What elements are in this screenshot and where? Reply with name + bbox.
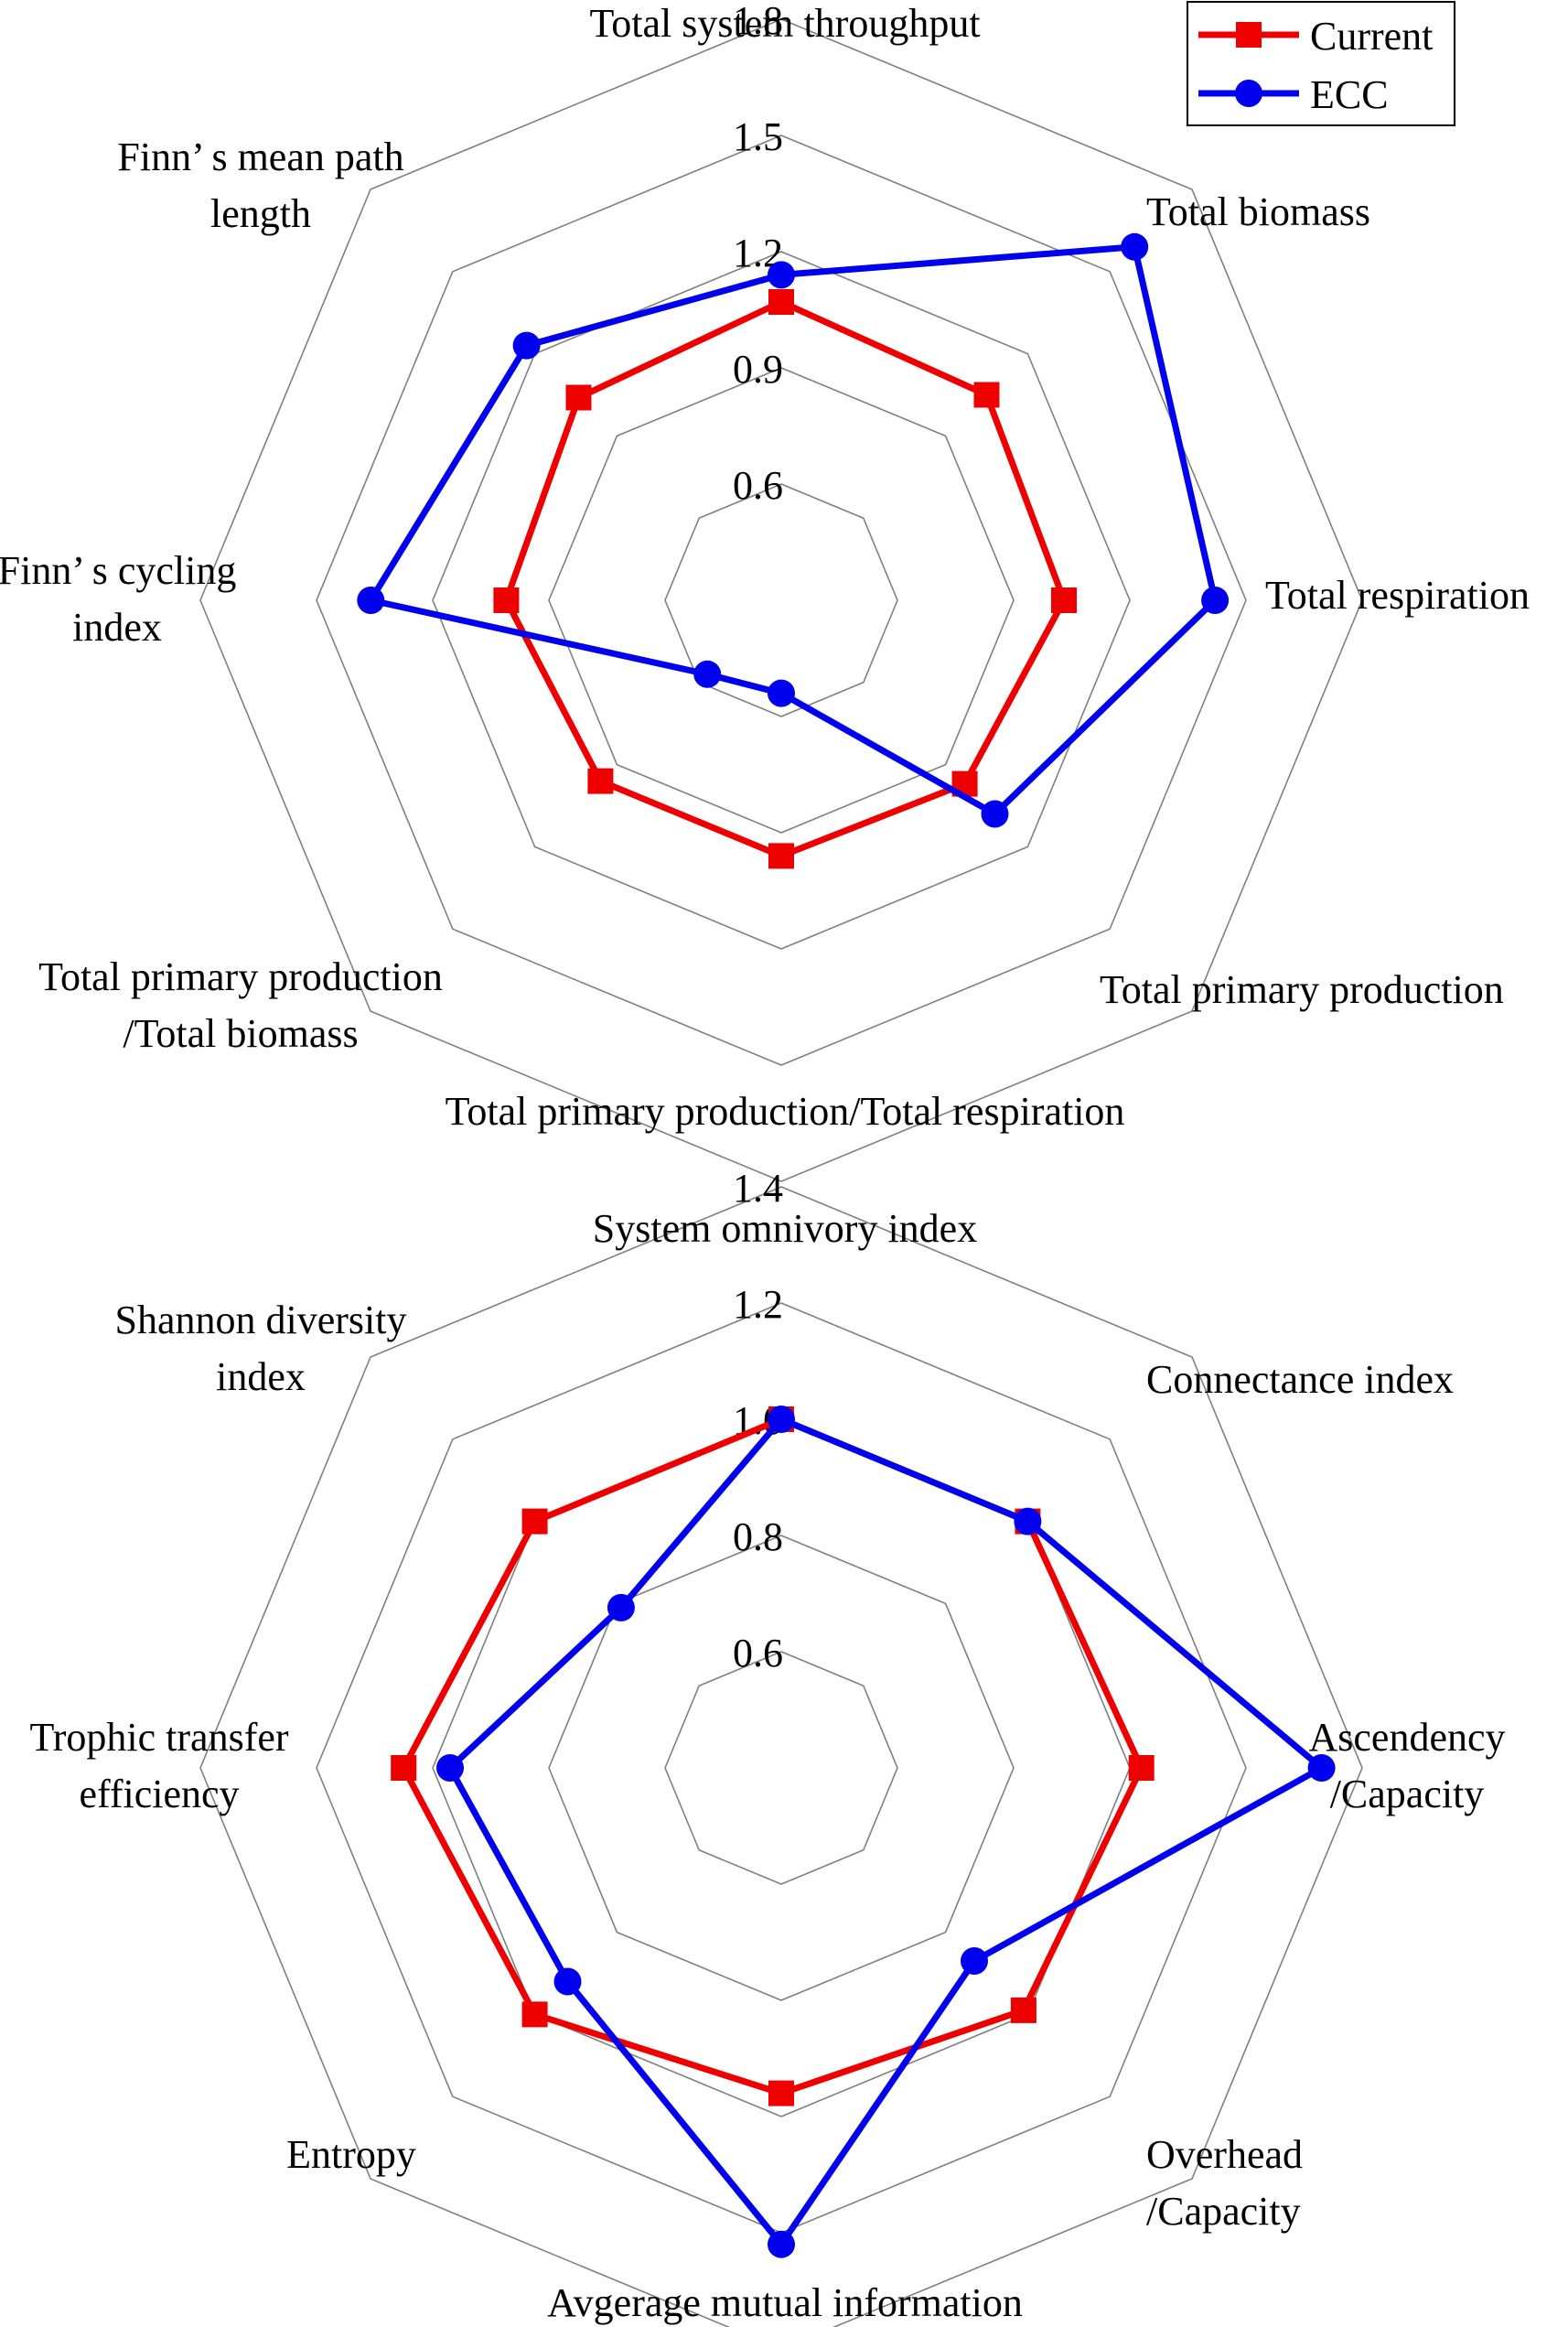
data-point-ecc [436, 1754, 464, 1782]
axis-label-line: /Capacity [1146, 2189, 1301, 2234]
grid-ring-3 [432, 251, 1131, 950]
grid-ring-4 [316, 135, 1247, 1066]
data-point-ecc [1014, 1507, 1042, 1535]
data-point-current [391, 1755, 417, 1781]
tick-label: 0.9 [733, 347, 783, 392]
axis-label-line: Total primary production [38, 954, 443, 999]
axis-label-line: Total system throughput [589, 1, 980, 46]
axis-label: Total primary production/Total respirati… [446, 1089, 1125, 1134]
axis-label-line: length [210, 191, 311, 236]
data-point-current [768, 289, 794, 315]
axis-label-line: Total respiration [1265, 573, 1530, 618]
tick-label: 1.5 [733, 114, 783, 159]
axis-label-line: /Capacity [1330, 1772, 1485, 1816]
axis-label-line: Finn’ s mean path [117, 135, 403, 179]
axis-label: Trophic transfer efficiency [29, 1715, 288, 1816]
data-point-ecc [553, 1967, 582, 1996]
axis-label-line: Ascendency [1308, 1715, 1505, 1760]
tick-label: 1.4 [733, 1166, 783, 1211]
legend-box [1187, 1, 1455, 126]
data-point-current [973, 382, 1000, 408]
tick-label: 0.6 [733, 463, 783, 508]
data-point-ecc [512, 331, 541, 360]
data-point-current [1010, 1997, 1036, 2023]
data-point-current [587, 768, 614, 794]
legend-current-marker [1236, 22, 1262, 48]
axis-label-line: Entropy [286, 2132, 416, 2177]
data-point-ecc [1307, 1754, 1336, 1782]
axis-label-line: efficiency [79, 1772, 239, 1816]
data-point-ecc [693, 660, 722, 688]
data-point-current [1051, 587, 1077, 613]
tick-label: 1.2 [733, 1282, 783, 1327]
axis-label-line: Overhead [1146, 2132, 1303, 2177]
data-point-ecc [768, 1406, 795, 1433]
data-point-ecc [1121, 232, 1149, 261]
series-ecc-line [446, 1416, 1326, 2248]
axis-label-line: Total primary production [1100, 967, 1504, 1012]
axis-label: Total biomass [1146, 189, 1370, 234]
tick-label: 0.8 [733, 1514, 783, 1559]
grid-ring-3 [432, 1418, 1131, 2117]
axis-label-line: index [72, 605, 162, 650]
grid-ring-5 [199, 18, 1363, 1182]
axis-label: Total system throughput [589, 1, 980, 46]
data-point-current [521, 1508, 548, 1535]
axis-label: Overhead/Capacity [1146, 2132, 1303, 2234]
axis-label: Shannon diversity index [115, 1298, 407, 1399]
series-ecc-line [367, 243, 1219, 817]
data-point-ecc [768, 2230, 795, 2258]
data-point-ecc [961, 1947, 988, 1975]
axis-label: Avgerage mutual information [547, 2280, 1023, 2325]
grid-ring-1 [664, 483, 898, 717]
axis-label: Total primary production/Total biomass [38, 954, 443, 1056]
axis-label-line: index [216, 1354, 306, 1399]
data-point-current [521, 2001, 548, 2028]
axis-label-line: /Total biomass [123, 1011, 358, 1056]
axis-label: Finn’ s mean path length [117, 135, 403, 236]
axis-label-line: Trophic transfer [29, 1715, 288, 1760]
grid-ring-5 [199, 1186, 1363, 2327]
grid-ring-2 [548, 367, 1015, 834]
data-point-ecc [768, 261, 795, 289]
data-point-ecc [607, 1593, 635, 1621]
tick-label: 1.8 [733, 0, 783, 43]
data-point-ecc [357, 587, 385, 614]
data-point-current [1128, 1755, 1155, 1781]
axis-label: Finn’ s cycling index [0, 548, 236, 650]
data-point-current [493, 587, 520, 613]
axis-label-line: System omnivory index [593, 1206, 977, 1251]
grid-ring-1 [664, 1651, 898, 1885]
data-point-ecc [981, 800, 1009, 828]
axis-label: Total respiration [1265, 573, 1530, 618]
data-point-current [768, 843, 794, 869]
data-point-current [565, 384, 592, 411]
axis-label: Ascendency/Capacity [1308, 1715, 1505, 1816]
axis-label-line: Finn’ s cycling [0, 548, 236, 593]
axis-label: System omnivory index [593, 1206, 977, 1251]
tick-label: 0.6 [733, 1631, 783, 1675]
legend: Current ECC [1187, 1, 1455, 126]
axis-label: Connectance index [1146, 1357, 1454, 1402]
data-point-current [768, 2080, 794, 2106]
axis-label-line: Avgerage mutual information [547, 2280, 1023, 2325]
axis-label-line: Shannon diversity [115, 1298, 407, 1342]
axis-label-line: Connectance index [1146, 1357, 1454, 1402]
grid-ring-2 [548, 1535, 1015, 2001]
legend-current-label: Current [1310, 14, 1433, 59]
axis-label: Entropy [286, 2132, 416, 2177]
axis-label: Total primary production [1100, 967, 1504, 1012]
axis-label-line: Total primary production/Total respirati… [446, 1089, 1125, 1134]
legend-ecc-marker [1235, 80, 1262, 107]
axis-label-line: Total biomass [1146, 189, 1370, 234]
data-point-ecc [1201, 587, 1230, 614]
legend-ecc-label: ECC [1310, 72, 1389, 117]
data-point-ecc [768, 679, 795, 707]
